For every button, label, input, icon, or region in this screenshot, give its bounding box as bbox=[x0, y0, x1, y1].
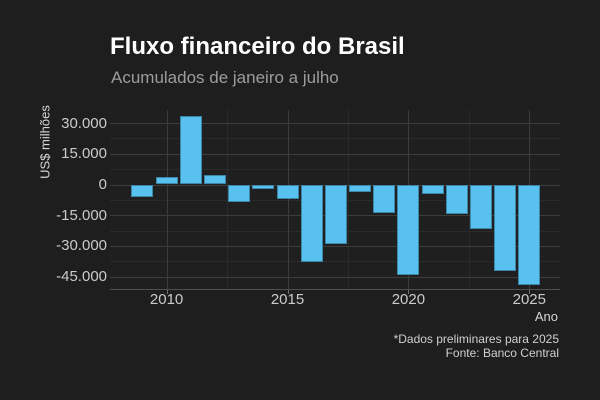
bar-2011 bbox=[179, 116, 202, 185]
y-tick-label: 15.000 bbox=[61, 145, 107, 163]
bar-2010 bbox=[155, 176, 178, 185]
plot-panel bbox=[110, 110, 560, 289]
bar-2014 bbox=[252, 184, 275, 189]
bar-2021 bbox=[421, 184, 444, 195]
x-tick-mark bbox=[287, 290, 289, 294]
gridline-v-major bbox=[166, 110, 168, 289]
caption-line-2: Fonte: Banco Central bbox=[445, 346, 559, 360]
gridline-h-major bbox=[110, 245, 560, 247]
bar-2024 bbox=[494, 184, 517, 272]
bar-2022 bbox=[445, 184, 468, 214]
gridline-h-minor bbox=[110, 261, 560, 263]
x-tick-mark bbox=[529, 290, 531, 294]
gridline-v-minor bbox=[347, 110, 349, 289]
gridline-v-major bbox=[287, 110, 289, 289]
gridline-h-major bbox=[110, 123, 560, 125]
y-tick-label: 0 bbox=[98, 176, 107, 193]
gridline-h-minor bbox=[110, 169, 560, 171]
bar-2020 bbox=[397, 184, 420, 275]
gridline-h-major bbox=[110, 276, 560, 278]
x-tick-label: 2025 bbox=[512, 291, 546, 308]
x-tick-label: 2020 bbox=[391, 291, 426, 308]
bar-2017 bbox=[324, 184, 347, 244]
bar-2016 bbox=[300, 184, 323, 263]
gridline-h-major bbox=[110, 153, 560, 155]
bar-2015 bbox=[276, 184, 299, 200]
bar-2023 bbox=[469, 184, 492, 230]
y-tick-label: 30.000 bbox=[61, 114, 107, 132]
chart-caption: *Dados preliminares para 2025 Fonte: Ban… bbox=[394, 332, 559, 360]
bar-2013 bbox=[228, 184, 251, 203]
y-tick-label: -30.000 bbox=[56, 237, 107, 255]
y-tick-label: -45.000 bbox=[56, 268, 107, 286]
gridline-h-minor bbox=[110, 138, 560, 140]
x-tick-mark bbox=[166, 290, 168, 294]
y-tick-label: -15.000 bbox=[56, 206, 107, 224]
bar-2025 bbox=[518, 184, 541, 285]
x-tick-mark bbox=[408, 290, 410, 294]
caption-line-1: *Dados preliminares para 2025 bbox=[393, 332, 559, 346]
x-tick-label: 2010 bbox=[149, 291, 184, 308]
bar-2018 bbox=[349, 184, 372, 193]
x-axis-line bbox=[110, 289, 560, 290]
chart-title: Fluxo financeiro do Brasil bbox=[110, 33, 405, 60]
gridline-v-minor bbox=[227, 110, 229, 289]
bar-2009 bbox=[131, 184, 154, 197]
x-tick-label: 2015 bbox=[270, 291, 305, 308]
bar-2012 bbox=[203, 175, 226, 185]
bar-2019 bbox=[373, 184, 396, 213]
x-axis-title: Ano bbox=[534, 309, 558, 324]
gridline-v-minor bbox=[468, 110, 470, 289]
chart-subtitle: Acumulados de janeiro a julho bbox=[111, 68, 339, 87]
